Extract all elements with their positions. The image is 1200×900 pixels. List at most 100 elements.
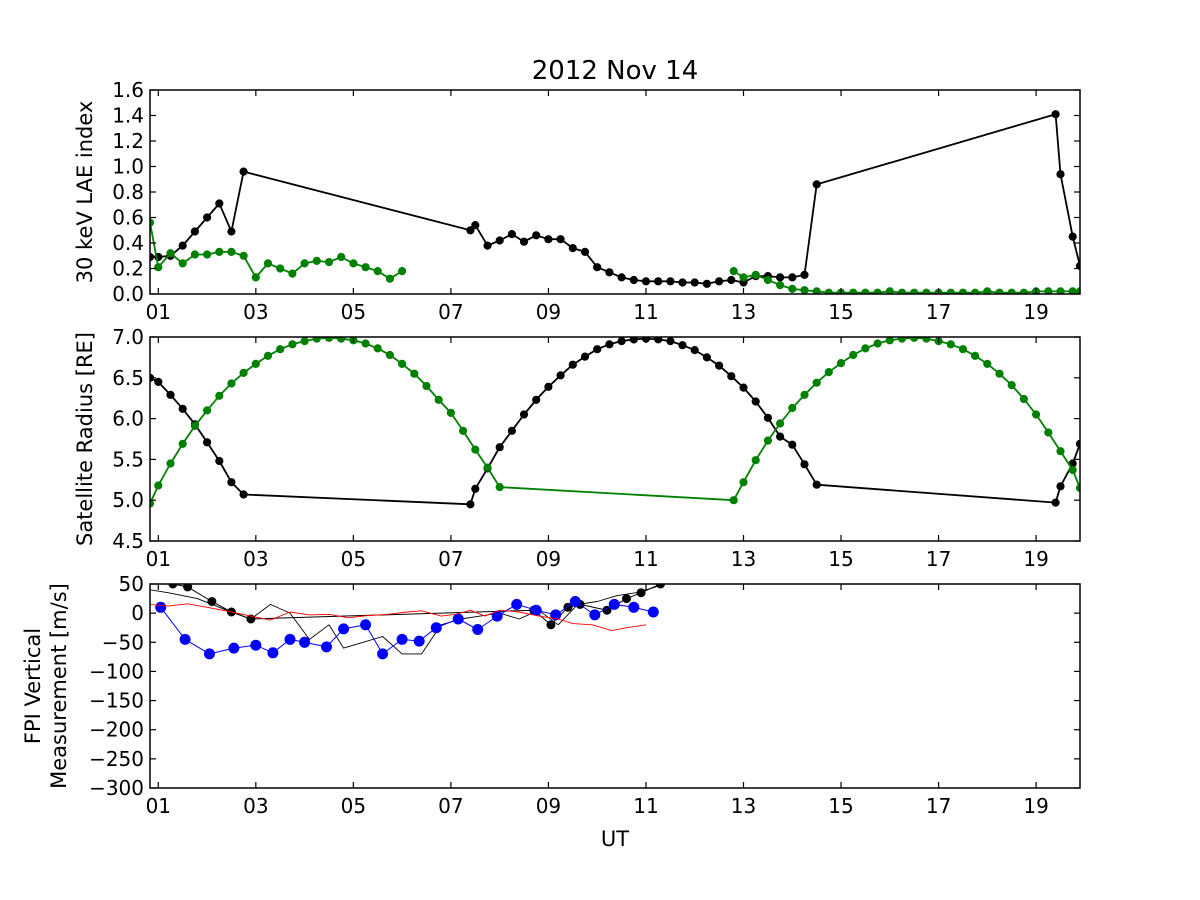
series-point-0	[617, 337, 626, 346]
series-point-2	[589, 609, 601, 621]
series-point-1	[324, 337, 334, 342]
y-tick-label: −200	[89, 718, 144, 742]
x-axis-label: UT	[601, 827, 629, 851]
series-point-1	[178, 259, 187, 268]
x-tick-label: 05	[341, 547, 366, 571]
y-tick-label: 1.2	[112, 129, 144, 153]
y-tick-label: 0.4	[112, 231, 144, 255]
series-point-2	[971, 288, 980, 294]
series-point-2	[983, 287, 992, 294]
series-point-0	[666, 337, 675, 346]
series-point-2	[1044, 287, 1053, 294]
y-tick-label: 1.4	[112, 104, 144, 128]
series-point-0	[678, 278, 687, 287]
series-point-1	[495, 483, 504, 492]
series-point-2	[608, 598, 620, 610]
series-point-2	[511, 598, 523, 610]
series-point-1	[446, 408, 455, 417]
series-point-2	[430, 622, 442, 634]
series-point-0	[203, 213, 212, 222]
y-axis-label: Satellite Radius [RE]	[73, 332, 97, 546]
series-point-2	[800, 286, 809, 294]
series-point-0	[812, 180, 821, 189]
series-point-0	[239, 490, 248, 499]
series-point-2	[250, 639, 262, 651]
x-tick-label: 11	[633, 300, 658, 324]
series-point-0	[580, 352, 590, 361]
series-point-0	[227, 227, 236, 236]
panel-satellite-radius: 4.5 5.0 5.5 6.0 6.5 7.0 01 03 05 07 09 11 13 15 17 19 Sa…	[73, 325, 1081, 571]
series-point-1	[190, 250, 199, 259]
series-point-2	[885, 287, 894, 294]
series-point-1	[227, 247, 236, 256]
x-tick-label: 11	[633, 547, 658, 571]
series-point-1	[885, 337, 894, 345]
x-tick-label: 07	[438, 300, 463, 324]
series-point-1	[190, 421, 199, 430]
series-point-2	[995, 288, 1004, 294]
series-point-2	[284, 633, 296, 645]
series-point-1	[1068, 465, 1077, 475]
series-point-0	[507, 426, 516, 435]
series-point-0	[495, 236, 504, 245]
series-point-0	[471, 221, 480, 230]
series-point-0	[1051, 498, 1060, 507]
y-axis-label: FPI Vertical	[21, 628, 45, 744]
series-point-2	[958, 288, 968, 294]
y-tick-label: −150	[89, 689, 144, 713]
x-tick-label: 15	[828, 300, 853, 324]
series-point-2	[922, 288, 931, 294]
x-tick-label: 13	[731, 547, 756, 571]
series-point-1	[434, 395, 443, 404]
series-point-2	[179, 633, 191, 645]
x-tick-label: 19	[1023, 794, 1048, 818]
series-point-1	[276, 345, 285, 354]
series-point-1	[154, 481, 163, 490]
series-point-0	[739, 383, 748, 392]
series-point-1	[239, 368, 248, 377]
series-point-0	[776, 273, 785, 282]
x-tick-label: 19	[1023, 547, 1048, 571]
series-point-1	[958, 345, 968, 354]
series-point-0	[544, 235, 553, 244]
series-point-1	[361, 339, 370, 348]
series-point-0	[629, 337, 638, 344]
series-point-2	[1056, 287, 1065, 294]
y-tick-label: 6.5	[112, 366, 144, 390]
series-point-0	[788, 440, 797, 449]
series-point-2	[861, 288, 870, 294]
series-point-2	[788, 284, 797, 293]
x-tick-label: 01	[146, 547, 171, 571]
series-point-0	[532, 395, 541, 404]
series-point-1	[398, 267, 407, 276]
x-tick-label: 11	[633, 794, 658, 818]
series-point-0	[215, 199, 224, 208]
series-point-1	[385, 274, 394, 283]
y-tick-label: 0	[131, 601, 144, 625]
series-line-1	[150, 584, 665, 655]
series-point-0	[544, 382, 553, 391]
series-point-2	[1007, 288, 1016, 294]
series-point-1	[154, 263, 163, 272]
series-point-0	[215, 456, 224, 466]
series-point-0	[654, 337, 663, 344]
x-tick-label: 17	[926, 547, 951, 571]
series-point-1	[300, 259, 309, 268]
x-tick-label: 01	[146, 300, 171, 324]
series-point-2	[299, 636, 311, 648]
series-point-0	[495, 443, 504, 452]
x-tick-label: 03	[243, 794, 268, 818]
series-point-1	[288, 340, 297, 349]
series-point-2	[647, 606, 659, 618]
axes-frame	[149, 336, 1081, 542]
series-point-0	[178, 241, 187, 250]
series-point-0	[1056, 482, 1065, 491]
x-tick-label: 07	[438, 794, 463, 818]
series-point-0	[483, 241, 492, 250]
series-point-0	[568, 360, 577, 369]
x-tick-label: 07	[438, 547, 463, 571]
series-point-0	[519, 410, 529, 419]
series-point-0	[654, 277, 663, 286]
y-tick-label: −100	[89, 659, 144, 683]
series-point-2	[763, 275, 773, 285]
